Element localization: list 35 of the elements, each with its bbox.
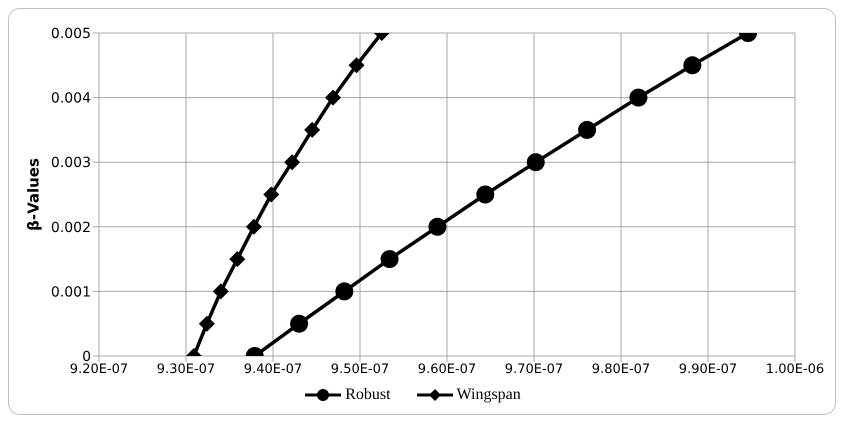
- point: [335, 282, 354, 300]
- x-tick-label: 9.30E-07: [156, 362, 216, 378]
- legend-label: Robust: [344, 386, 391, 404]
- point: [348, 57, 365, 74]
- point: [476, 186, 494, 204]
- point: [212, 283, 229, 300]
- point: [246, 218, 262, 235]
- x-tick-label: 9.20E-07: [70, 362, 128, 378]
- point: [229, 251, 246, 268]
- point: [578, 120, 596, 139]
- point: [629, 88, 648, 107]
- point: [428, 218, 446, 236]
- x-tick-label: 9.50E-07: [330, 362, 390, 378]
- y-tick-label: 0.003: [50, 155, 91, 172]
- point: [290, 314, 308, 333]
- y-tick-label: 0.002: [50, 220, 91, 236]
- point: [325, 90, 342, 106]
- point: [263, 186, 280, 202]
- x-tick-label: 9.90E-07: [678, 362, 738, 378]
- x-tick-label: 9.60E-07: [418, 362, 476, 378]
- point: [304, 122, 320, 138]
- x-tick-label: 1.00E-06: [766, 362, 824, 378]
- x-tick-label: 9.40E-07: [244, 362, 302, 378]
- point: [526, 153, 545, 172]
- point: [380, 250, 399, 268]
- y-axis-title: β-Values: [24, 158, 42, 231]
- legend-label: Wingspan: [456, 386, 521, 404]
- point: [683, 56, 702, 74]
- y-tick-label: 0.005: [50, 26, 91, 42]
- y-tick-label: 0.001: [50, 284, 91, 300]
- y-tick-label: 0.004: [50, 90, 92, 107]
- x-tick-label: 9.80E-07: [592, 362, 650, 378]
- x-tick-label: 9.70E-07: [504, 362, 564, 378]
- point: [198, 316, 215, 332]
- point: [284, 154, 300, 170]
